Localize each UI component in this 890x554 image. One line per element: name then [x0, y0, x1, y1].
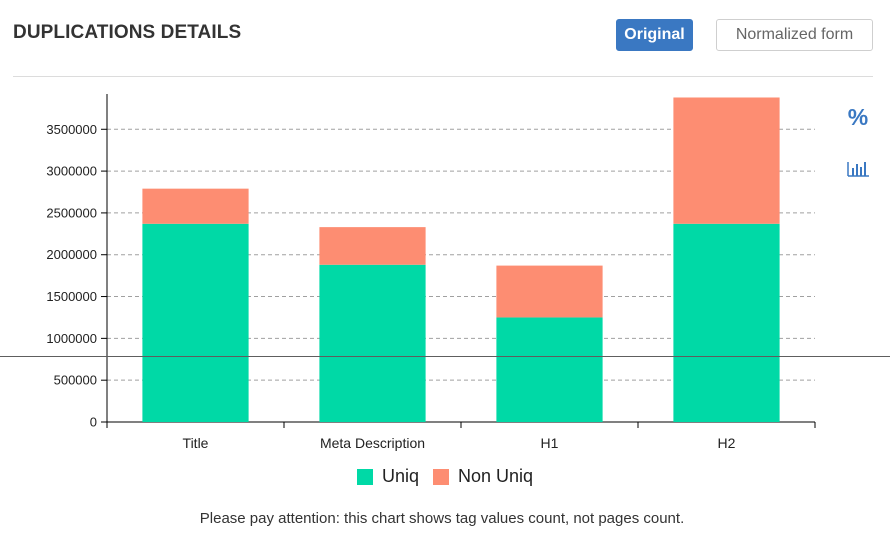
legend-swatch-non-uniq: [432, 468, 449, 485]
bar-uniq-h1: [496, 317, 603, 422]
bar-non-uniq-h1: [496, 265, 603, 318]
x-tick-label: Title: [183, 435, 209, 451]
panel-title: DUPLICATIONS DETAILS: [13, 22, 242, 43]
y-tick-label: 0: [90, 415, 97, 430]
x-tick-label: H2: [718, 435, 736, 451]
bar-uniq-h2: [673, 223, 780, 422]
y-tick-label: 2000000: [46, 247, 97, 262]
bar-non-uniq-title: [142, 188, 249, 224]
footer-note: Please pay attention: this chart shows t…: [199, 510, 685, 527]
x-tick-label: Meta Description: [320, 435, 425, 451]
header-divider: [13, 76, 873, 77]
legend-item-uniq[interactable]: Uniq: [356, 466, 419, 487]
y-tick-label: 1000000: [46, 331, 97, 346]
legend-label-non-uniq: Non Uniq: [457, 466, 534, 486]
overlay-divider-line: [0, 356, 890, 357]
y-tick-label: 500000: [54, 373, 97, 388]
bar-non-uniq-h2: [673, 97, 780, 224]
bar-uniq-title: [142, 223, 249, 422]
y-tick-label: 3000000: [46, 164, 97, 179]
y-tick-label: 1500000: [46, 289, 97, 304]
x-tick-label: H1: [541, 435, 559, 451]
chart-legend: Uniq Non Uniq: [0, 466, 890, 487]
bar-non-uniq-meta-description: [319, 227, 426, 265]
normalized-form-button[interactable]: Normalized form: [716, 19, 873, 51]
bar-chart-icon[interactable]: [845, 156, 871, 178]
y-tick-label: 3500000: [46, 122, 97, 137]
legend-swatch-uniq: [356, 468, 373, 485]
y-tick-label: 2500000: [46, 205, 97, 220]
legend-item-non-uniq[interactable]: Non Uniq: [432, 466, 534, 487]
bar-uniq-meta-description: [319, 264, 426, 422]
percent-icon[interactable]: %: [847, 104, 869, 130]
legend-label-uniq: Uniq: [381, 466, 419, 486]
stacked-bar-chart: 0 500000 1000000 1500000 2000000 2500000 30000…: [46, 94, 816, 451]
original-button[interactable]: Original: [616, 19, 693, 51]
